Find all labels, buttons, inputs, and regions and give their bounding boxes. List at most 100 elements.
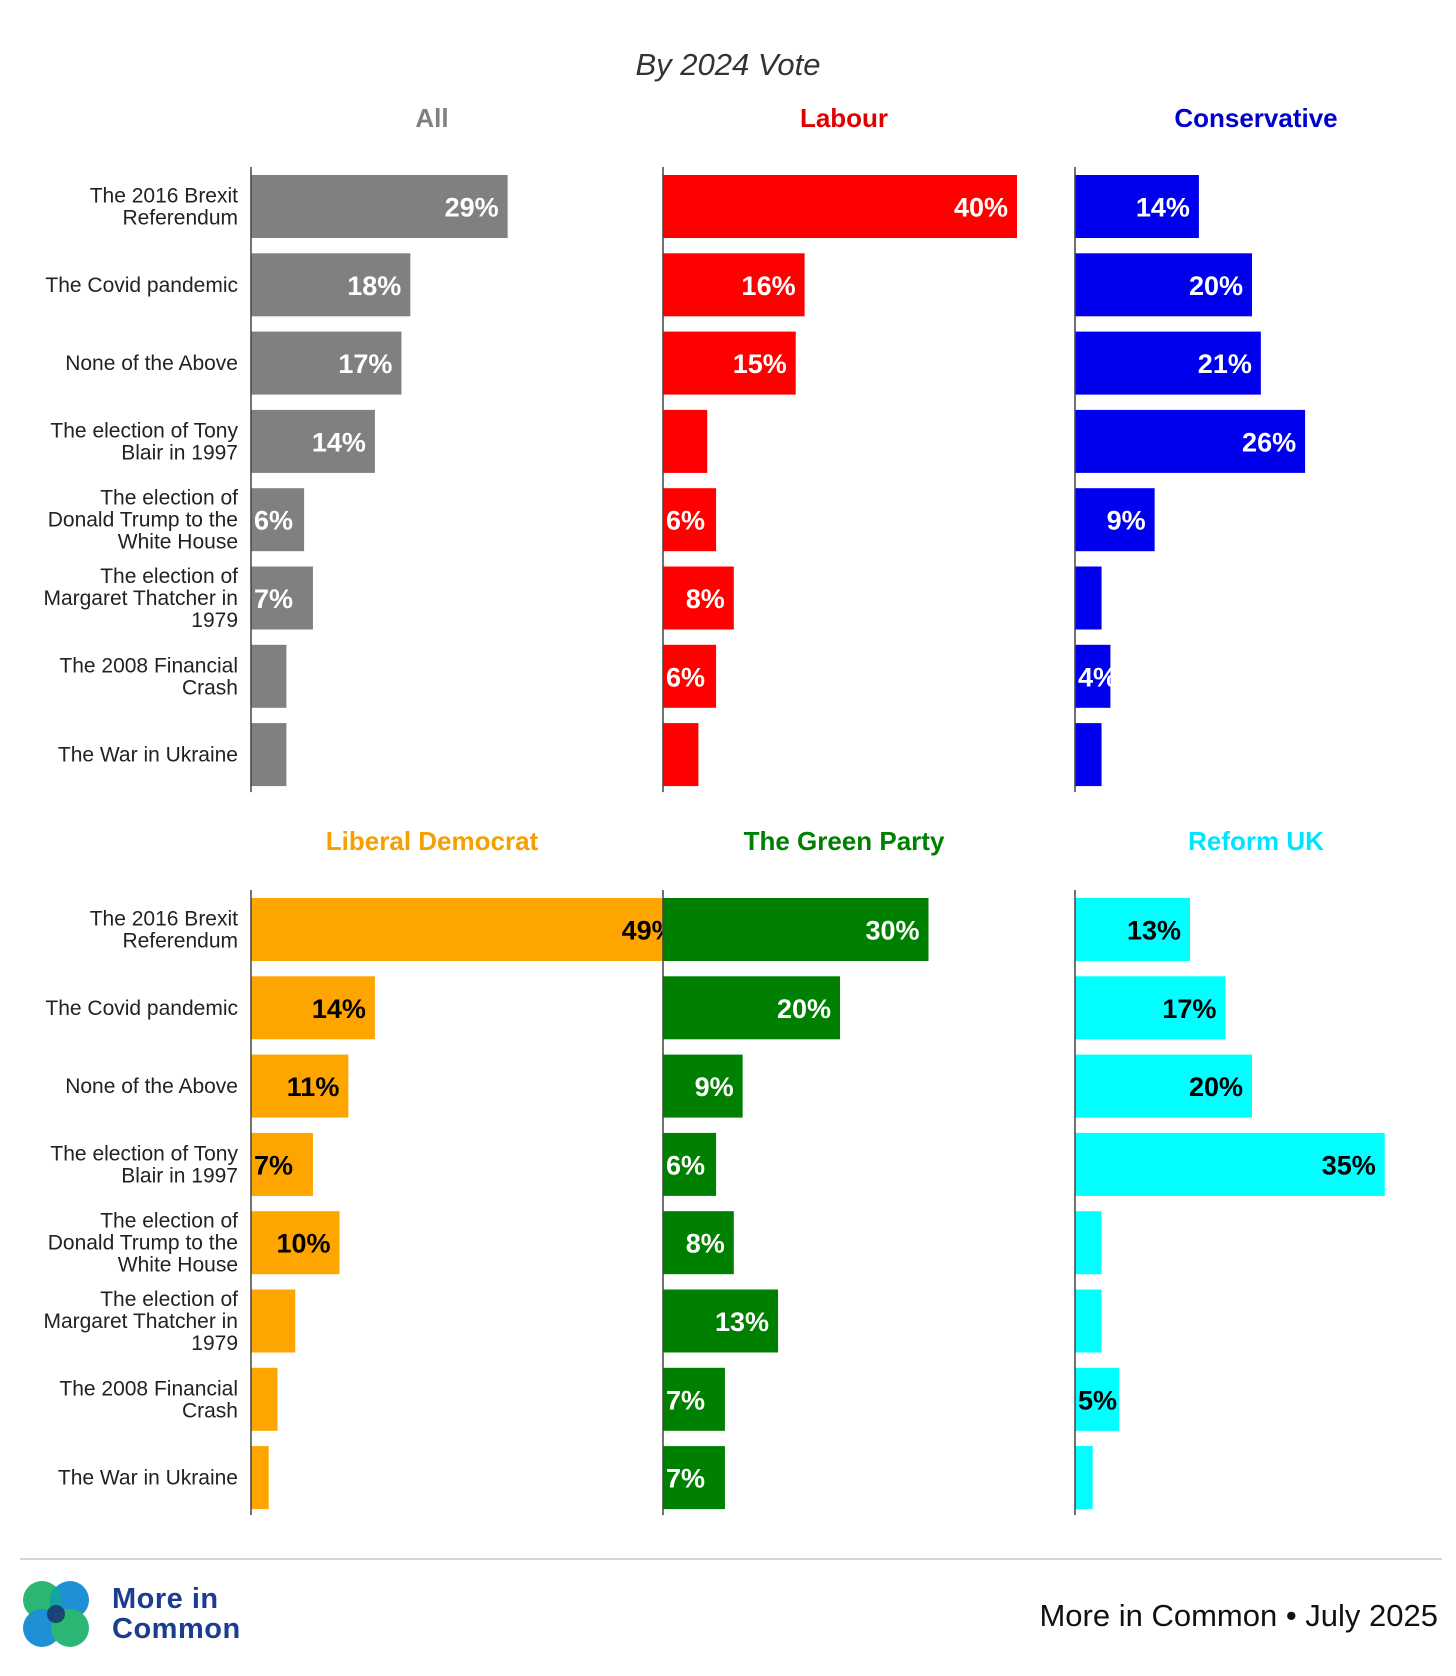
category-label: None of the Above [65,1075,238,1098]
brand-line-2: Common [112,1613,241,1645]
data-label: 20% [1189,1072,1243,1102]
bar [663,566,734,630]
bar [251,331,402,395]
bar [1075,1054,1252,1118]
category-label: The election of Tony [50,1142,238,1165]
data-label: 6% [666,506,705,536]
panel-title: Labour [800,103,888,133]
bar [663,1132,717,1196]
data-label: 8% [686,1229,725,1259]
data-label: 7% [666,1464,705,1494]
chart-title: By 2024 Vote [636,47,821,82]
bar [663,253,805,317]
panel-the-green-party: The Green Party 30% 20% 9% 6% 8% 13% 7% 7% [662,826,945,1516]
bar [663,1054,743,1118]
bar [1075,898,1191,961]
data-label: 15% [733,349,787,379]
data-label: 6% [666,1150,705,1180]
bar [663,644,717,708]
category-label: Referendum [122,930,238,953]
panel-title: Conservative [1174,103,1337,133]
bar [251,1446,269,1510]
category-label: The election of [100,1288,238,1311]
bar [251,976,375,1040]
data-label: 5% [1078,1385,1117,1415]
category-label: Blair in 1997 [121,441,238,464]
data-label: 18% [347,271,401,301]
bar [1075,1132,1385,1196]
panel-reform-uk: Reform UK 13% 17% 20% 35% 5% [1074,826,1385,1516]
bar [1075,723,1102,787]
bar [251,1054,349,1118]
data-label: 8% [686,584,725,614]
panel-all: All 29% 18% 17% 14% 6% 7% The 2016 BrexitRefere… [43,103,508,793]
bar [251,253,411,317]
bar [663,1446,725,1510]
category-label: The election of Tony [50,419,238,442]
category-label: 1979 [191,609,238,632]
data-label: 13% [1127,916,1181,946]
category-label: White House [118,1254,238,1277]
bar [251,644,287,708]
more-in-common-logo-icon [23,1581,89,1647]
category-label: The 2016 Brexit [90,185,238,208]
bar [663,1289,779,1353]
category-label: Donald Trump to the [48,1232,238,1255]
data-label: 17% [338,349,392,379]
data-label: 6% [666,662,705,692]
bar [251,566,313,630]
bar [663,1367,725,1431]
bar [251,898,685,961]
category-label: The Covid pandemic [45,274,238,297]
brand-wordmark: More in Common [112,1584,241,1644]
bar [1075,1289,1102,1353]
category-label: White House [118,531,238,554]
data-label: 29% [445,193,499,223]
data-label: 16% [742,271,796,301]
data-label: 10% [276,1229,330,1259]
panel-title: Reform UK [1188,826,1324,856]
panel-labour: Labour 40% 16% 15% 6% 8% 6% [662,103,1017,793]
bar [663,175,1017,238]
category-label: The election of [100,1210,238,1233]
data-label: 7% [254,1150,293,1180]
bar [1075,1367,1120,1431]
category-label: None of the Above [65,352,238,375]
bar [1075,409,1306,473]
bar [1075,566,1102,630]
data-label: 11% [287,1072,340,1102]
data-label: 17% [1162,994,1216,1024]
data-label: 14% [312,427,366,457]
bar [251,409,375,473]
data-label: 14% [1136,193,1190,223]
category-label: Crash [182,676,238,699]
data-label: 9% [695,1072,734,1102]
data-label: 7% [254,584,293,614]
bar [1075,331,1261,395]
bar [663,409,708,473]
bar [663,1211,734,1275]
bar [251,1367,278,1431]
category-label: Margaret Thatcher in [43,587,238,610]
category-label: Crash [182,1399,238,1422]
category-label: The 2016 Brexit [90,908,238,931]
category-label: The election of [100,565,238,588]
bar [1075,1446,1093,1510]
category-label: Donald Trump to the [48,509,238,532]
data-label: 20% [1189,271,1243,301]
panel-title: All [415,103,448,133]
category-label: Margaret Thatcher in [43,1310,238,1333]
data-label: 6% [254,506,293,536]
category-label: Referendum [122,207,238,230]
category-label: The War in Ukraine [58,1467,238,1490]
data-label: 21% [1198,349,1252,379]
bar [251,723,287,787]
category-label: 1979 [191,1332,238,1355]
category-label: The election of [100,487,238,510]
data-label: 13% [715,1307,769,1337]
bar [1075,976,1226,1040]
bar [663,976,840,1040]
category-label: The Covid pandemic [45,997,238,1020]
